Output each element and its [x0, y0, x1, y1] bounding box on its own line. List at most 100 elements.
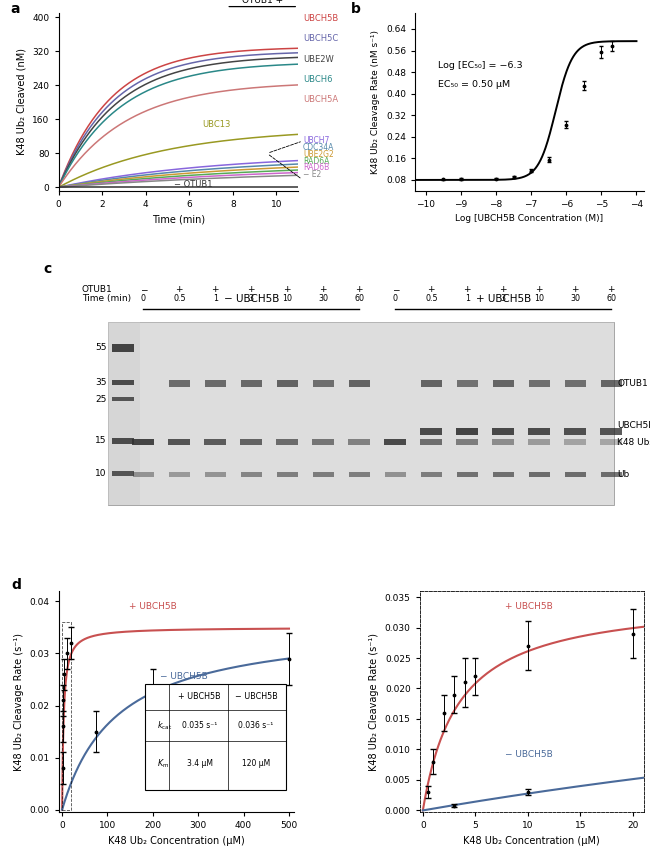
Text: +: + — [463, 285, 471, 294]
Text: +: + — [283, 285, 291, 294]
Text: + UBCH5B: + UBCH5B — [505, 602, 552, 610]
Bar — [277, 380, 298, 387]
Text: − UBCH5B: − UBCH5B — [159, 673, 207, 681]
Y-axis label: K48 Ub₂ Cleavage Rate (s⁻¹): K48 Ub₂ Cleavage Rate (s⁻¹) — [14, 633, 24, 770]
Text: 10: 10 — [534, 294, 544, 303]
Text: 30: 30 — [570, 294, 580, 303]
Text: 25: 25 — [95, 395, 107, 404]
Bar — [493, 472, 514, 477]
X-axis label: K48 Ub₂ Concentration (μM): K48 Ub₂ Concentration (μM) — [108, 836, 244, 846]
Y-axis label: K48 Ub₂ Cleaved (nM): K48 Ub₂ Cleaved (nM) — [17, 48, 27, 156]
Bar — [108, 321, 614, 505]
Bar — [528, 439, 551, 445]
Bar — [421, 380, 442, 387]
Bar — [492, 428, 514, 434]
Bar — [348, 380, 370, 387]
Text: RAD6B: RAD6B — [303, 163, 330, 173]
Text: + UBCH5B: + UBCH5B — [178, 692, 221, 700]
Text: + UBCH5B: + UBCH5B — [476, 294, 531, 304]
Text: 0.5: 0.5 — [173, 294, 186, 303]
Bar — [564, 428, 586, 434]
Text: +: + — [428, 285, 435, 294]
Text: UBCH5C: UBCH5C — [303, 34, 338, 43]
Bar — [168, 380, 190, 387]
Bar — [112, 380, 134, 386]
Text: 55: 55 — [95, 344, 107, 352]
Bar — [421, 439, 443, 445]
Text: 3: 3 — [249, 294, 254, 303]
Text: +: + — [356, 285, 363, 294]
Bar — [112, 344, 134, 352]
Bar — [456, 380, 478, 387]
Text: 3: 3 — [500, 294, 506, 303]
Text: 120 μM: 120 μM — [242, 759, 270, 768]
Text: Log [EC₅₀] = −6.3: Log [EC₅₀] = −6.3 — [438, 61, 523, 70]
Text: $k_\mathrm{cat}$: $k_\mathrm{cat}$ — [157, 720, 172, 732]
Bar — [112, 439, 134, 444]
Text: 0.035 s⁻¹: 0.035 s⁻¹ — [182, 722, 217, 730]
Text: UBCH6: UBCH6 — [303, 75, 333, 84]
Text: 1: 1 — [465, 294, 470, 303]
Text: −: − — [140, 285, 147, 294]
Bar — [600, 428, 623, 434]
Bar — [312, 439, 334, 445]
Bar — [421, 472, 442, 477]
Text: Ub: Ub — [617, 470, 629, 480]
Text: +: + — [608, 285, 615, 294]
Bar — [493, 380, 514, 387]
Bar — [133, 472, 154, 477]
Text: OTUB1 +: OTUB1 + — [242, 0, 283, 5]
Text: $K_\mathrm{m}$: $K_\mathrm{m}$ — [157, 758, 170, 770]
Bar — [456, 439, 478, 445]
Text: EC₅₀ = 0.50 μM: EC₅₀ = 0.50 μM — [438, 80, 510, 90]
Text: UBC13: UBC13 — [202, 121, 231, 129]
Bar — [240, 439, 263, 445]
Text: 3.4 μM: 3.4 μM — [187, 759, 213, 768]
Text: 60: 60 — [606, 294, 616, 303]
Text: 0.5: 0.5 — [425, 294, 437, 303]
Text: −: − — [391, 285, 399, 294]
Text: − UBCH5B: − UBCH5B — [235, 692, 278, 700]
Bar — [421, 428, 443, 434]
Text: 0: 0 — [393, 294, 398, 303]
Text: 30: 30 — [318, 294, 328, 303]
Bar — [112, 471, 134, 475]
Bar — [112, 397, 134, 401]
X-axis label: Log [UBCH5B Concentration (M)]: Log [UBCH5B Concentration (M)] — [455, 215, 603, 223]
Text: RAD6A: RAD6A — [303, 156, 330, 166]
Bar — [385, 472, 406, 477]
Text: 1: 1 — [213, 294, 218, 303]
Text: b: b — [351, 3, 361, 16]
Bar — [384, 439, 406, 445]
Text: +: + — [211, 285, 219, 294]
Bar — [276, 439, 298, 445]
Text: d: d — [12, 578, 21, 592]
Text: UBE2G2: UBE2G2 — [303, 150, 333, 159]
X-axis label: Time (min): Time (min) — [152, 215, 205, 224]
Text: c: c — [44, 262, 52, 276]
Bar — [528, 472, 550, 477]
Text: UBCH5B: UBCH5B — [303, 14, 338, 23]
Text: K48 Ub₂: K48 Ub₂ — [617, 438, 650, 446]
Text: CDC34A: CDC34A — [303, 143, 334, 152]
Text: − UBCH5B: − UBCH5B — [224, 294, 279, 304]
Text: 35: 35 — [95, 378, 107, 387]
Bar — [456, 428, 478, 434]
Bar — [108, 321, 140, 505]
Text: − UBCH5B: − UBCH5B — [505, 750, 552, 759]
Bar — [168, 439, 190, 445]
Text: a: a — [10, 3, 20, 16]
Bar — [146, 684, 287, 790]
Text: +: + — [571, 285, 579, 294]
Bar — [168, 472, 190, 477]
Bar — [240, 380, 262, 387]
Bar — [456, 472, 478, 477]
Text: 0: 0 — [141, 294, 146, 303]
Bar — [564, 439, 586, 445]
Bar — [204, 439, 226, 445]
Bar — [492, 439, 514, 445]
Text: 10: 10 — [282, 294, 293, 303]
Bar — [600, 439, 623, 445]
Text: +: + — [536, 285, 543, 294]
Bar — [528, 380, 550, 387]
